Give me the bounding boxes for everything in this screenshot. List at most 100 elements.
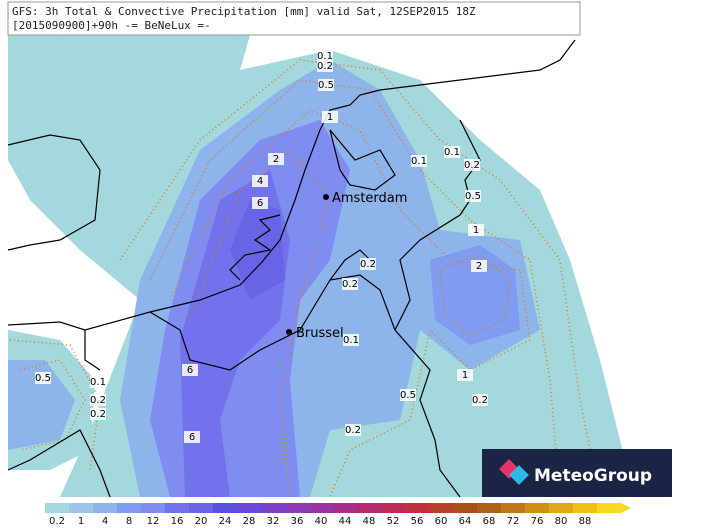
label-bg <box>317 50 333 62</box>
colorbar-swatch <box>213 503 237 513</box>
colorbar-label: 48 <box>363 516 376 527</box>
header-line2: [2015090900]+90h -= BeNeLux =- <box>12 19 211 32</box>
colorbar-swatch <box>453 503 477 513</box>
precip-fields <box>8 35 640 497</box>
contour-label: 0.1 <box>343 335 359 346</box>
contour-label: 2 <box>273 154 279 165</box>
label-bg <box>345 424 361 436</box>
contour-label: 1 <box>327 112 333 123</box>
colorbar-swatch <box>573 503 597 513</box>
label-bg <box>468 224 484 236</box>
contour-label: 0.2 <box>472 395 488 406</box>
colorbar-label: 80 <box>555 516 568 527</box>
colorbar-swatch <box>69 503 93 513</box>
colorbar-swatch <box>597 503 621 513</box>
label-bg <box>471 260 487 272</box>
logo-text: MeteoGroup <box>534 466 652 486</box>
contour-label: 0.2 <box>360 259 376 270</box>
colorbar-label: 0.2 <box>49 516 65 527</box>
colorbar-swatch <box>237 503 261 513</box>
label-bg <box>465 190 481 202</box>
colorbar-label: 12 <box>147 516 160 527</box>
colorbar-label: 40 <box>315 516 328 527</box>
colorbar-swatch <box>405 503 429 513</box>
contour-label: 0.5 <box>35 373 51 384</box>
label-bg <box>342 278 358 290</box>
contour-label: 0.1 <box>411 156 427 167</box>
label-bg <box>444 146 460 158</box>
colorbar-label: 28 <box>243 516 256 527</box>
contour-label: 0.5 <box>465 191 481 202</box>
colorbar-swatch <box>357 503 381 513</box>
contour-label: 0.5 <box>400 390 416 401</box>
contour-label: 0.2 <box>345 425 361 436</box>
colorbar-label: 60 <box>435 516 448 527</box>
colorbar-swatch <box>141 503 165 513</box>
colorbar-swatch <box>549 503 573 513</box>
colorbar-swatch <box>189 503 213 513</box>
colorbar-label: 36 <box>291 516 304 527</box>
colorbar-label: 76 <box>531 516 544 527</box>
label-bg <box>464 159 480 171</box>
colorbar-label: 1 <box>78 516 84 527</box>
colorbar-swatch <box>285 503 309 513</box>
colorbar-swatch <box>93 503 117 513</box>
label-bg <box>182 364 198 376</box>
label-bg <box>90 408 106 420</box>
coastlines <box>7 39 576 498</box>
colorbar-swatch <box>381 503 405 513</box>
label-bg <box>472 394 488 406</box>
label-bg <box>318 79 334 91</box>
contour-label: 6 <box>187 365 193 376</box>
colorbar-label: 88 <box>579 516 592 527</box>
city-label: Brussel <box>296 326 344 341</box>
isolines <box>9 59 601 498</box>
colorbar-label: 4 <box>102 516 108 527</box>
label-bg <box>343 334 359 346</box>
colorbar-label: 8 <box>126 516 132 527</box>
colorbar-arrow <box>621 503 631 513</box>
contour-label: 2 <box>476 261 482 272</box>
contour-label: 1 <box>473 225 479 236</box>
label-bg <box>411 155 427 167</box>
colorbar-swatch <box>165 503 189 513</box>
header-box <box>7 1 581 36</box>
contour-label: 0.2 <box>342 279 358 290</box>
colorbar-label: 64 <box>459 516 472 527</box>
city-dot <box>286 329 292 335</box>
colorbar-label: 24 <box>219 516 232 527</box>
label-bg <box>252 175 268 187</box>
contour-label: 0.2 <box>90 409 106 420</box>
contour-label: 1 <box>462 370 468 381</box>
contour-label: 6 <box>257 198 263 209</box>
colorbar-label: 72 <box>507 516 520 527</box>
label-bg <box>457 369 473 381</box>
colorbar-swatch <box>309 503 333 513</box>
label-bg <box>268 153 284 165</box>
contour-label: 0.1 <box>317 51 333 62</box>
colorbar-swatch <box>501 503 525 513</box>
colorbar-swatch <box>261 503 285 513</box>
colorbar-swatch <box>525 503 549 513</box>
label-bg <box>184 431 200 443</box>
header-line1: GFS: 3h Total & Convective Precipitation… <box>12 5 476 18</box>
colorbar-swatch <box>429 503 453 513</box>
colorbar-label: 56 <box>411 516 424 527</box>
city-dot <box>323 194 329 200</box>
colorbar-label: 52 <box>387 516 400 527</box>
contour-label: 0.1 <box>90 377 106 388</box>
contour-label: 0.2 <box>317 61 333 72</box>
contour-label: 6 <box>189 432 195 443</box>
colorbar: 0.2 1 4 8 12 16 20 24 28 32 36 40 44 48 52 56 60 64 68 72 76… <box>45 503 631 527</box>
contour-label: 0.2 <box>464 160 480 171</box>
colorbar-label: 68 <box>483 516 496 527</box>
logo: MeteoGroup <box>482 449 672 497</box>
colorbar-swatch <box>45 503 69 513</box>
colorbar-swatch <box>477 503 501 513</box>
colorbar-swatch <box>117 503 141 513</box>
colorbar-label: 16 <box>171 516 184 527</box>
label-bg <box>90 394 106 406</box>
colorbar-swatch <box>333 503 357 513</box>
